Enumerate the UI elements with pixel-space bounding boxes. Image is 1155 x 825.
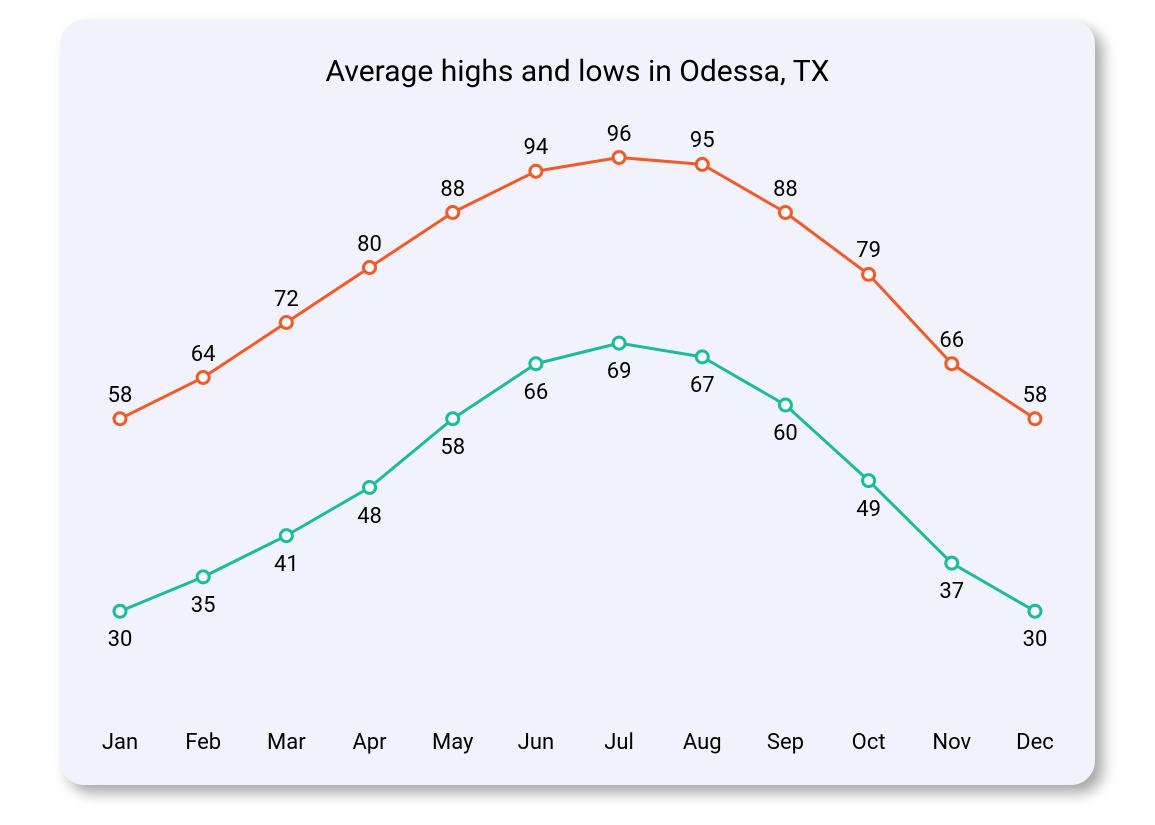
high-value-label: 80 bbox=[357, 232, 382, 257]
series-marker bbox=[946, 557, 958, 569]
month-label: Nov bbox=[932, 730, 971, 755]
series-marker bbox=[863, 268, 875, 280]
series-marker bbox=[447, 413, 459, 425]
low-value-label: 48 bbox=[357, 504, 382, 529]
month-label: Feb bbox=[185, 730, 221, 755]
series-marker bbox=[779, 207, 791, 219]
series-marker bbox=[530, 358, 542, 370]
month-label: Oct bbox=[852, 730, 886, 755]
month-label: Jun bbox=[518, 730, 554, 755]
month-label: Mar bbox=[267, 730, 306, 755]
chart-card: Average highs and lows in Odessa, TX Jan… bbox=[60, 20, 1095, 785]
low-value-label: 66 bbox=[524, 380, 549, 405]
series-marker bbox=[114, 413, 126, 425]
high-value-label: 88 bbox=[773, 177, 798, 202]
series-marker bbox=[197, 372, 209, 384]
low-value-label: 37 bbox=[939, 579, 964, 604]
series-marker bbox=[1029, 413, 1041, 425]
series-marker bbox=[197, 571, 209, 583]
low-value-label: 67 bbox=[690, 373, 715, 398]
series-line bbox=[120, 158, 1035, 419]
series-marker bbox=[1029, 605, 1041, 617]
high-value-label: 88 bbox=[440, 177, 465, 202]
series-marker bbox=[364, 482, 376, 494]
series-marker bbox=[280, 530, 292, 542]
high-value-label: 79 bbox=[856, 238, 881, 263]
month-label: Dec bbox=[1016, 730, 1054, 755]
high-value-label: 95 bbox=[690, 128, 715, 153]
series-marker bbox=[946, 358, 958, 370]
low-value-label: 30 bbox=[1023, 627, 1048, 652]
high-value-label: 58 bbox=[108, 383, 133, 408]
series-marker bbox=[863, 475, 875, 487]
month-label: Sep bbox=[767, 730, 804, 755]
series-marker bbox=[530, 165, 542, 177]
month-label: Aug bbox=[683, 730, 722, 755]
series-marker bbox=[696, 351, 708, 363]
low-value-label: 69 bbox=[607, 359, 632, 384]
series-marker bbox=[364, 262, 376, 274]
series-marker bbox=[696, 158, 708, 170]
month-label: May bbox=[432, 730, 473, 755]
month-label: Apr bbox=[352, 730, 386, 755]
series-line bbox=[120, 343, 1035, 611]
month-label: Jul bbox=[604, 730, 634, 755]
series-marker bbox=[280, 317, 292, 329]
series-marker bbox=[779, 399, 791, 411]
high-value-label: 96 bbox=[607, 122, 632, 147]
high-value-label: 94 bbox=[524, 135, 549, 160]
series-marker bbox=[447, 207, 459, 219]
month-label: Jan bbox=[102, 730, 138, 755]
low-value-label: 58 bbox=[440, 435, 465, 460]
series-marker bbox=[613, 337, 625, 349]
high-value-label: 72 bbox=[274, 287, 299, 312]
low-value-label: 41 bbox=[274, 552, 299, 577]
low-value-label: 35 bbox=[191, 593, 216, 618]
low-value-label: 60 bbox=[773, 421, 798, 446]
chart-plot bbox=[60, 20, 1095, 785]
high-value-label: 58 bbox=[1023, 383, 1048, 408]
low-value-label: 30 bbox=[108, 627, 133, 652]
series-marker bbox=[613, 152, 625, 164]
low-value-label: 49 bbox=[856, 497, 881, 522]
high-value-label: 66 bbox=[939, 328, 964, 353]
series-marker bbox=[114, 605, 126, 617]
high-value-label: 64 bbox=[191, 342, 216, 367]
